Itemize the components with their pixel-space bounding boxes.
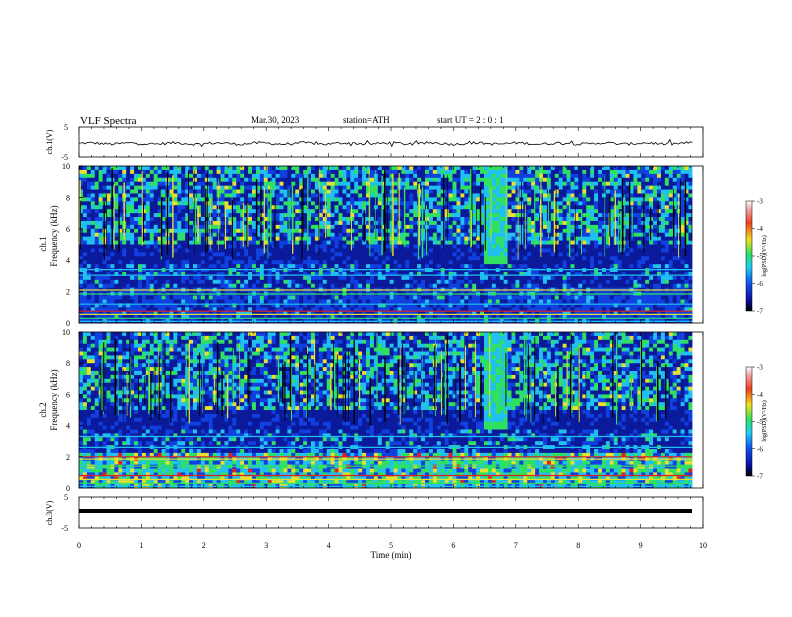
ch1-wave-ylabel: ch.1(V) [45, 129, 54, 154]
ch1-colorbar-tick-label: -3 [757, 198, 763, 206]
ch3-waveform-panel: 5 -5 ch.3(V) [45, 493, 703, 533]
ch1-spec-ytick-label: 2 [66, 288, 70, 297]
ch1-spec-ytick-label: 8 [66, 193, 70, 202]
x-tick-label: 3 [264, 541, 268, 550]
ch2-colorbar-tick-label: -7 [757, 473, 763, 481]
ch1-spec-ytick-label: 0 [66, 319, 70, 328]
ch2-colorbar [746, 367, 752, 476]
ch1-spec-ylabel: Frequency (kHz) [49, 205, 59, 266]
ch1-colorbar-tick-label: -6 [757, 280, 763, 288]
ch2-spec-ylabel-top: ch.2 [38, 402, 48, 417]
ch2-spec-ylabel: Frequency (kHz) [49, 369, 59, 430]
ch1-waveform-line [79, 140, 692, 147]
ch2-spectrogram-heatmap [79, 332, 703, 488]
time-axis-label: Time (min) [371, 550, 412, 560]
ch1-waveform-panel: 5 -5 ch.1(V) [45, 123, 703, 162]
ch2-spec-ytick-label: 4 [66, 422, 70, 431]
ch1-spectrogram-heatmap [79, 166, 703, 323]
ch1-colorbar-tick-label: -7 [757, 308, 763, 316]
x-tick-label: 0 [77, 541, 81, 550]
x-tick-label: 10 [699, 541, 707, 550]
ch2-colorbar-tick-label: -3 [757, 364, 763, 372]
x-tick-label: 9 [639, 541, 643, 550]
ch1-spec-ylabel-top: ch.1 [38, 236, 48, 251]
x-tick-label: 8 [576, 541, 580, 550]
ch2-colorbar-tick-label: -6 [757, 445, 763, 453]
ch3-ytick-bottom: -5 [61, 524, 68, 533]
ch1-colorbar [746, 201, 752, 311]
ch2-colorbar-tick-label: -4 [757, 391, 763, 399]
ch3-wave-ylabel: ch.3(V) [45, 500, 54, 525]
ch2-spec-ytick-label: 0 [66, 484, 70, 493]
start-ut-label: start UT = 2 : 0 : 1 [437, 115, 504, 125]
ch1-colorbar-tick-label: -4 [757, 225, 763, 233]
ch1-spec-ytick-label: 6 [66, 225, 70, 234]
x-tick-label: 7 [514, 541, 518, 550]
x-tick-label: 4 [327, 541, 331, 550]
ch2-spec-ytick-label: 6 [66, 390, 70, 399]
ch3-ytick-top: 5 [64, 493, 68, 502]
station-label: station=ATH [343, 115, 390, 125]
ch1-spec-ytick-label: 10 [62, 162, 70, 171]
ch1-ytick-top: 5 [64, 123, 68, 132]
ch2-colorbar-label: log(PSD)(V²/Hz) [761, 400, 768, 441]
ch3-waveform-line [79, 509, 692, 513]
x-tick-label: 5 [389, 541, 393, 550]
ch2-spec-ytick-label: 10 [62, 328, 70, 337]
ch1-ytick-bottom: -5 [61, 153, 68, 162]
ch2-spec-ytick-label: 2 [66, 453, 70, 462]
date-label: Mar.30, 2023 [251, 115, 300, 125]
figure-title: VLF Spectra [80, 115, 137, 127]
x-tick-label: 6 [451, 541, 455, 550]
x-tick-label: 2 [202, 541, 206, 550]
ch1-colorbar-label: log(PSD)(V²/Hz) [761, 235, 768, 276]
ch1-spec-ytick-label: 4 [66, 256, 70, 265]
ch2-spec-ytick-label: 8 [66, 359, 70, 368]
x-tick-label: 1 [139, 541, 143, 550]
